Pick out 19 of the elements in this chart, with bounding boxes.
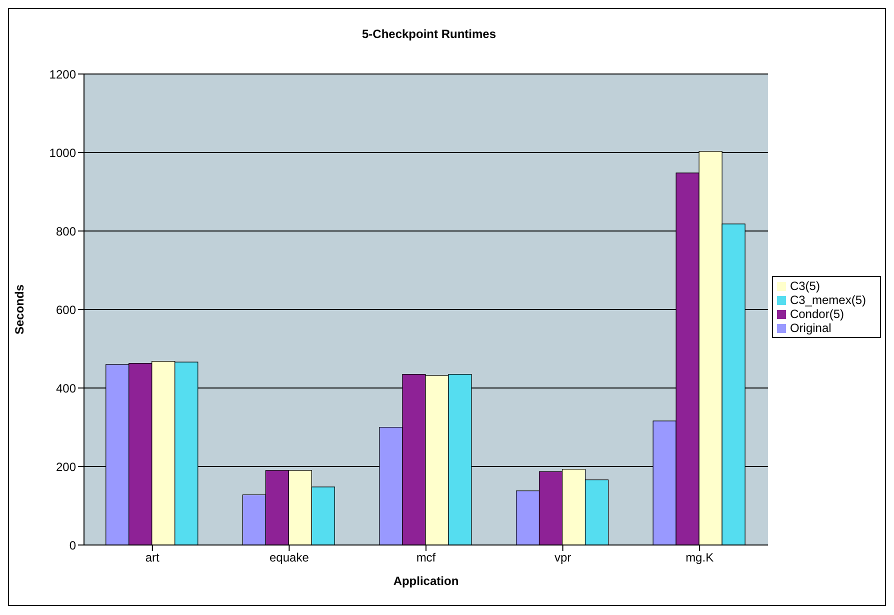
x-tick-label: mcf [416, 550, 436, 565]
x-axis-title: Application [393, 574, 459, 588]
y-tick-label: 0 [69, 538, 76, 552]
y-tick-label: 800 [56, 224, 76, 238]
y-tick-label: 400 [56, 381, 76, 396]
x-tick-label: vpr [554, 550, 572, 565]
legend-label: Condor(5) [790, 307, 844, 321]
legend-label: Original [790, 321, 832, 335]
legend-label: C3_memex(5) [790, 293, 866, 307]
x-tick-label: art [145, 550, 160, 565]
y-axis-title: Seconds [12, 284, 26, 335]
y-tick-label: 200 [56, 460, 76, 474]
y-tick-label: 1200 [49, 67, 76, 82]
legend-label: C3(5) [790, 279, 820, 293]
chart-title: 5-Checkpoint Runtimes [360, 27, 497, 41]
y-tick-label: 600 [56, 302, 76, 317]
x-tick-label: equake [270, 550, 310, 565]
y-tick-label: 1000 [49, 146, 76, 160]
x-tick-label: mg.K [686, 550, 714, 565]
